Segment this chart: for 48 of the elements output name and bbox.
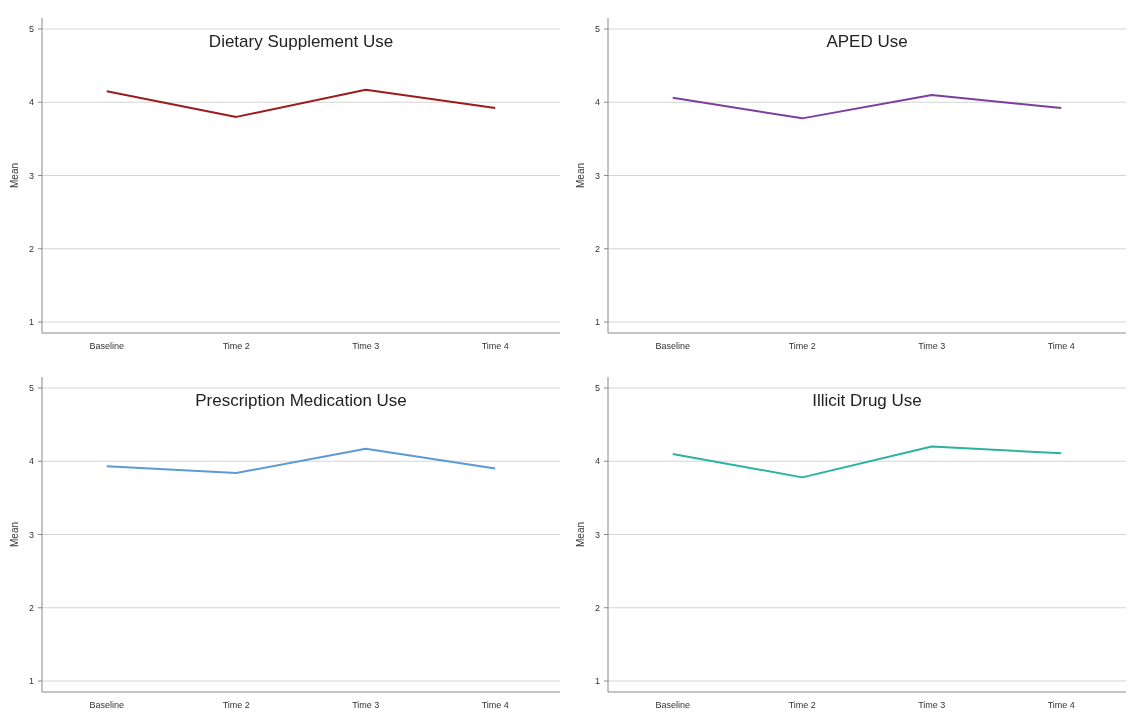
line-series [105, 88, 497, 118]
x-tick-label: Time 4 [481, 341, 509, 351]
y-tick-label: 4 [594, 97, 600, 108]
x-tick-label: Baseline [89, 341, 125, 351]
line-series [105, 447, 497, 474]
x-tick-label: Time 3 [352, 341, 380, 351]
text: APED Use [826, 32, 908, 52]
y-tick-label: 5 [28, 24, 34, 35]
x-tick-label: Time 3 [918, 700, 946, 710]
y-tick-label: 4 [28, 456, 34, 467]
y-tick-label: 4 [594, 456, 600, 467]
y-tick-label: 1 [594, 676, 600, 687]
y-tick-label: 3 [28, 170, 34, 181]
x-tick-label: Time 2 [788, 341, 816, 351]
y-tick-label: 1 [28, 317, 34, 328]
text: Illicit Drug Use [812, 391, 922, 411]
y-axis-title: Mean [9, 521, 20, 548]
x-tick-label: Time 4 [1047, 341, 1075, 351]
x-tick-label: Baseline [655, 700, 691, 710]
line-series [671, 93, 1063, 120]
y-tick-label: 2 [28, 243, 34, 254]
y-tick-label: 5 [594, 383, 600, 394]
y-tick-label: 1 [594, 317, 600, 328]
y-tick-label: 2 [594, 602, 600, 613]
line-series [671, 445, 1063, 479]
x-tick-label: Time 2 [222, 700, 250, 710]
y-tick-label: 3 [28, 529, 34, 540]
y-tick-label: 1 [28, 676, 34, 687]
x-tick-label: Time 2 [788, 700, 816, 710]
y-tick-label: 5 [28, 383, 34, 394]
y-tick-label: 3 [594, 170, 600, 181]
x-tick-label: Time 4 [1047, 700, 1075, 710]
y-tick-label: 5 [594, 24, 600, 35]
y-tick-label: 2 [28, 602, 34, 613]
text: Prescription Medication Use [195, 391, 407, 411]
x-tick-label: Baseline [89, 700, 125, 710]
x-tick-label: Time 3 [918, 341, 946, 351]
x-tick-label: Baseline [655, 341, 691, 351]
y-tick-label: 2 [594, 243, 600, 254]
y-tick-label: 4 [28, 97, 34, 108]
x-tick-label: Time 3 [352, 700, 380, 710]
y-axis-title: Mean [575, 521, 586, 548]
y-axis-title: Mean [575, 162, 586, 189]
x-tick-label: Time 2 [222, 341, 250, 351]
y-axis-title: Mean [9, 162, 20, 189]
x-tick-label: Time 4 [481, 700, 509, 710]
text: Dietary Supplement Use [208, 32, 394, 52]
y-tick-label: 3 [594, 529, 600, 540]
